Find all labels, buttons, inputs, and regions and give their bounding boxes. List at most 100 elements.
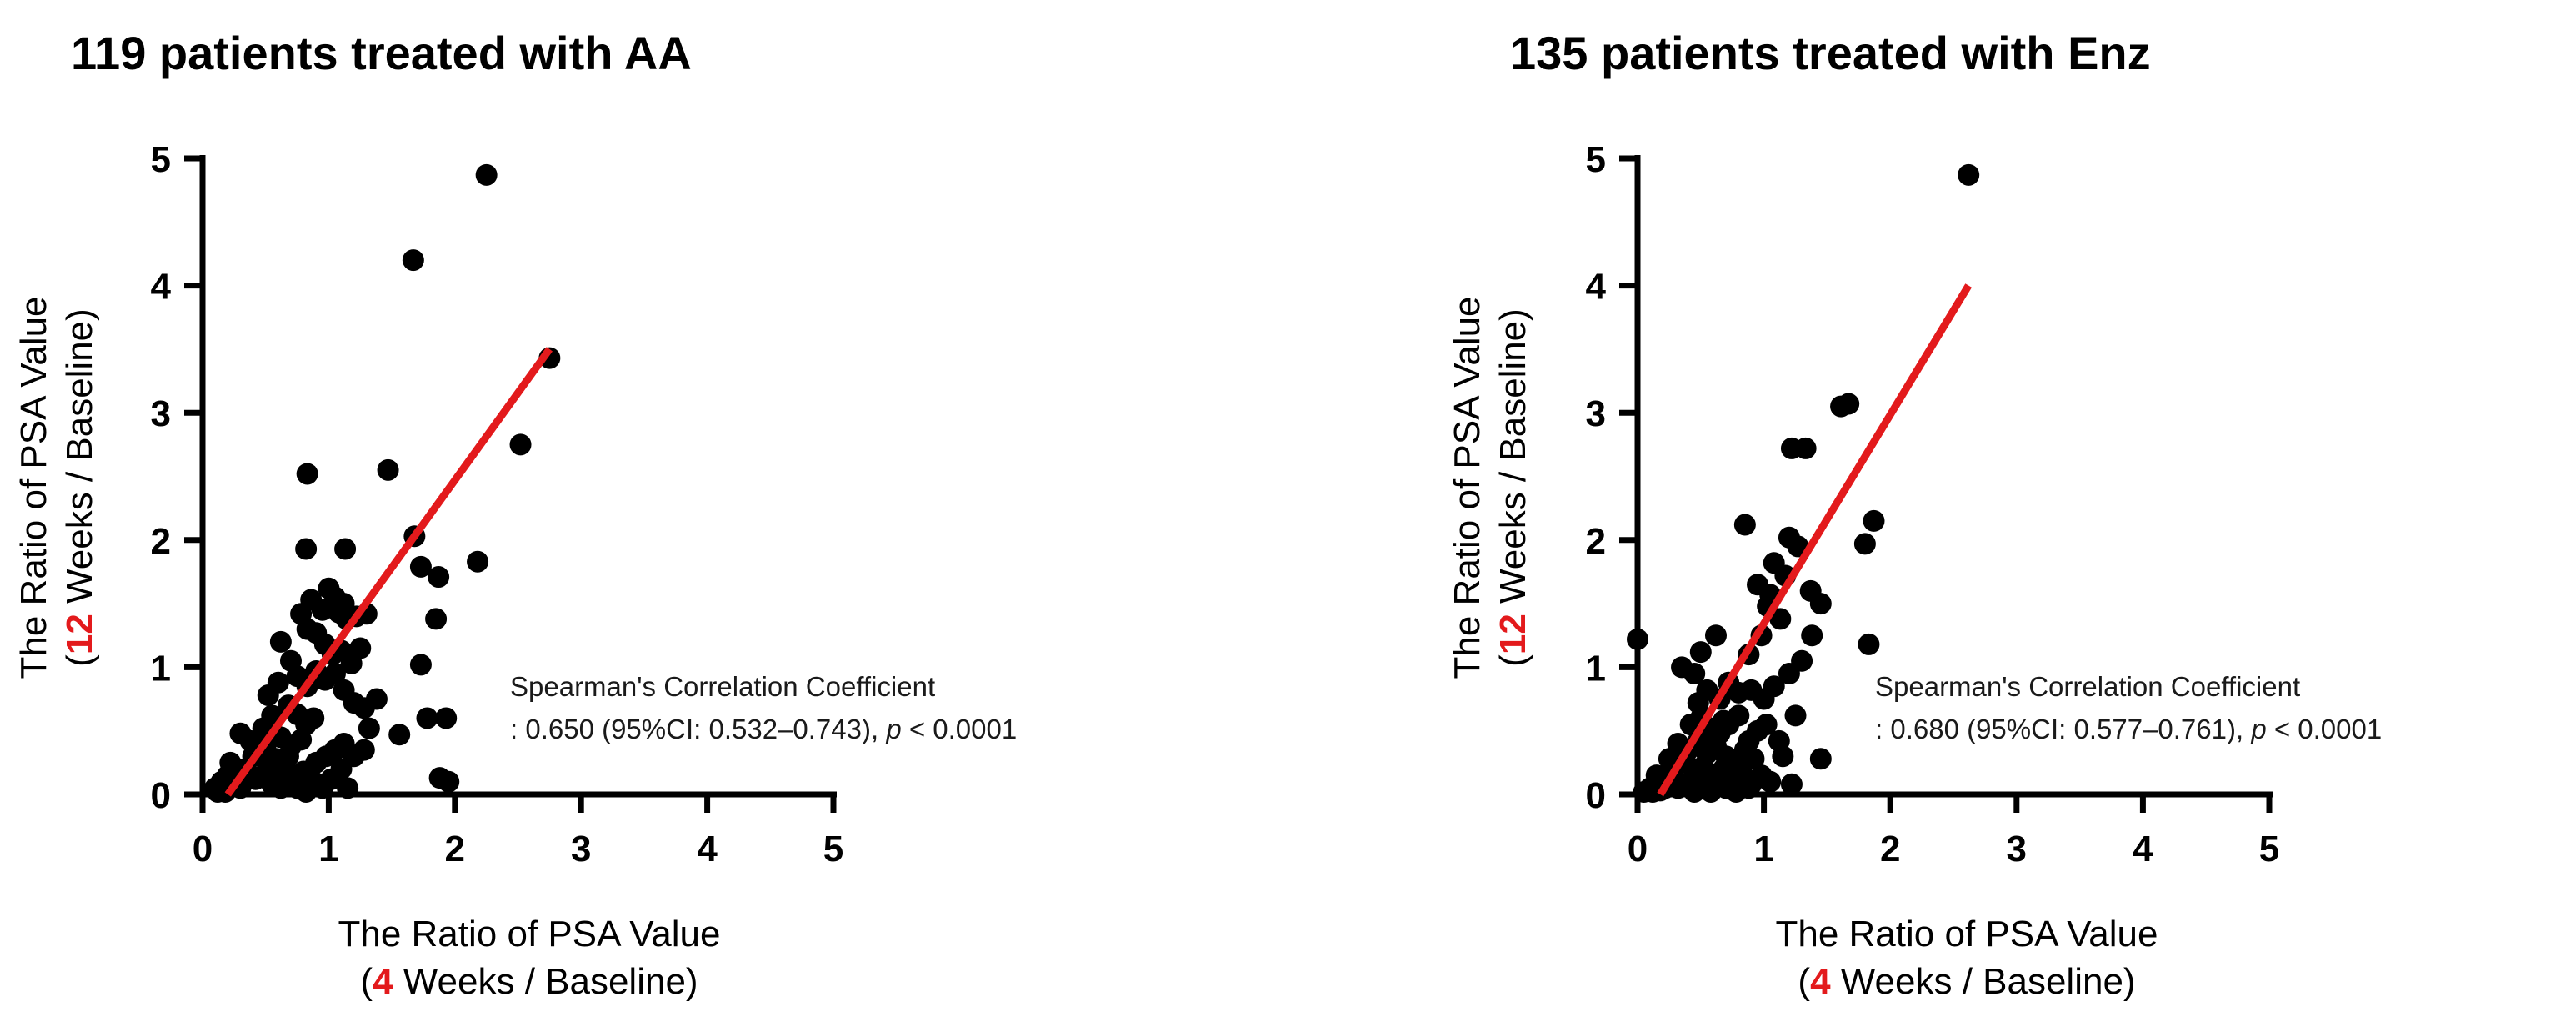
data-point xyxy=(409,555,432,578)
data-point xyxy=(267,671,289,694)
x-axis-label-line2: (4 Weeks / Baseline) xyxy=(1798,961,2135,1002)
y-tick-label: 5 xyxy=(151,139,171,180)
y-axis-label-rest: Weeks / Baseline) xyxy=(1493,308,1533,614)
chart-title: 119 patients treated with AA xyxy=(71,27,692,79)
x-axis-label-rest: Weeks / Baseline) xyxy=(1831,961,2136,1002)
data-point xyxy=(475,163,498,186)
y-axis-label-line2: (12 Weeks / Baseline) xyxy=(1493,308,1533,667)
data-points xyxy=(1627,163,1980,803)
y-axis-label-line1: The Ratio of PSA Value xyxy=(1447,296,1488,679)
data-point xyxy=(295,538,318,560)
spearman-annotation-line1: Spearman's Correlation Coefficient xyxy=(1875,671,2300,702)
data-point xyxy=(1763,675,1785,698)
x-tick-label: 2 xyxy=(1880,829,1900,869)
spearman-annotation-p: p xyxy=(2250,714,2266,744)
y-tick-label: 4 xyxy=(1586,267,1607,308)
data-point xyxy=(1689,641,1712,664)
data-point xyxy=(311,599,333,621)
x-tick-label: 4 xyxy=(2133,829,2153,869)
x-tick-label: 0 xyxy=(193,829,213,869)
y-tick-label: 0 xyxy=(151,775,171,816)
x-tick-label: 3 xyxy=(2007,829,2027,869)
data-point xyxy=(1733,514,1756,536)
data-point xyxy=(1830,395,1853,418)
data-point xyxy=(334,538,357,560)
x-tick-label: 1 xyxy=(318,829,338,869)
regression-line xyxy=(1657,283,1973,797)
data-point xyxy=(1853,533,1876,555)
x-tick-label: 3 xyxy=(571,829,591,869)
data-point xyxy=(1755,714,1778,736)
y-tick-label: 5 xyxy=(1586,139,1606,180)
spearman-annotation-p-value: < 0.0001 xyxy=(2267,714,2383,744)
data-point xyxy=(1801,624,1823,647)
x-axis-label-highlight: 4 xyxy=(1810,961,1831,1002)
data-point xyxy=(277,745,299,768)
y-axis-label-line1: The Ratio of PSA Value xyxy=(13,296,54,679)
data-point xyxy=(365,688,388,710)
tick-labels: 0 1 2 3 4 5 0 1 2 3 4 5 xyxy=(1586,139,2280,869)
data-point xyxy=(1687,692,1709,714)
y-tick-label: 1 xyxy=(1586,648,1606,689)
data-point xyxy=(1671,656,1693,679)
x-tick-label: 1 xyxy=(1753,829,1773,869)
y-tick-label: 1 xyxy=(151,648,171,689)
data-point xyxy=(323,663,346,685)
data-point xyxy=(290,729,313,751)
data-point xyxy=(1858,633,1880,655)
data-point xyxy=(1791,649,1813,672)
data-point xyxy=(1713,709,1735,732)
data-point xyxy=(435,707,458,729)
y-axis-label-line2: (12 Weeks / Baseline) xyxy=(59,308,100,667)
spearman-annotation-line2: : 0.680 (95%CI: 0.577–0.761), p < 0.0001 xyxy=(1875,714,2382,744)
chart-panel-aa: 119 patients treated with AA The Ratio o… xyxy=(13,27,1017,1002)
data-point xyxy=(467,550,489,573)
tick-labels: 0 1 2 3 4 5 0 1 2 3 4 5 xyxy=(151,139,844,869)
spearman-annotation-value: : 0.680 (95%CI: 0.577–0.761), xyxy=(1875,714,2251,744)
data-point xyxy=(509,433,532,456)
data-point xyxy=(358,717,380,739)
y-tick-label: 2 xyxy=(1586,521,1606,562)
data-point xyxy=(296,463,318,485)
data-point xyxy=(303,707,325,729)
data-point xyxy=(330,758,353,780)
data-point xyxy=(402,249,424,272)
x-tick-label: 4 xyxy=(697,829,718,869)
x-axis-label-line2: (4 Weeks / Baseline) xyxy=(360,961,698,1002)
y-tick-label: 4 xyxy=(151,267,172,308)
y-axis-label-rest: Weeks / Baseline) xyxy=(59,308,100,614)
x-axis-label-open: ( xyxy=(1798,961,1810,1002)
x-tick-label: 5 xyxy=(823,829,843,869)
y-axis-label-open: ( xyxy=(59,654,100,667)
data-point xyxy=(377,458,399,481)
data-point xyxy=(1958,163,1980,186)
data-point xyxy=(337,777,359,799)
spearman-annotation-line1: Spearman's Correlation Coefficient xyxy=(510,671,935,702)
fit-line xyxy=(224,347,553,797)
x-axis-label-open: ( xyxy=(360,961,373,1002)
y-axis-label-highlight: 12 xyxy=(1493,614,1533,654)
x-tick-label: 0 xyxy=(1628,829,1648,869)
x-axis-label-line1: The Ratio of PSA Value xyxy=(338,914,720,954)
data-point xyxy=(1809,593,1832,615)
data-point xyxy=(353,739,375,761)
data-point xyxy=(1633,780,1655,803)
spearman-annotation-value: : 0.650 (95%CI: 0.532–0.743), xyxy=(510,714,886,744)
data-point xyxy=(1794,437,1817,459)
y-tick-label: 0 xyxy=(1586,775,1606,816)
data-point xyxy=(1784,704,1807,727)
y-tick-label: 3 xyxy=(151,393,171,434)
data-point xyxy=(267,764,289,787)
data-point xyxy=(1809,748,1832,770)
spearman-annotation-p: p xyxy=(885,714,901,744)
x-axis-label-highlight: 4 xyxy=(373,961,393,1002)
y-axis-label-open: ( xyxy=(1493,654,1533,667)
axes xyxy=(184,155,837,813)
data-point xyxy=(1768,729,1790,752)
data-point xyxy=(416,707,438,729)
data-point xyxy=(425,608,448,630)
data-point xyxy=(219,751,242,774)
data-point xyxy=(269,630,292,653)
